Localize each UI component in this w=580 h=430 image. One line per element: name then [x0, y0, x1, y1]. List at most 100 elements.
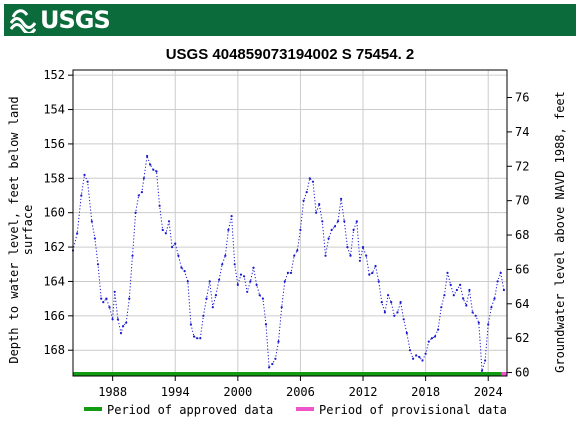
- data-point: [158, 204, 161, 207]
- data-point: [274, 357, 277, 360]
- data-point: [333, 225, 336, 228]
- chart-title: USGS 404859073194002 S 75454. 2: [166, 46, 415, 63]
- data-point: [396, 311, 399, 314]
- data-point: [280, 306, 283, 309]
- data-point: [340, 197, 343, 200]
- left-tick-label-152: 152: [43, 68, 65, 82]
- right-tick-label-64: 64: [515, 297, 529, 311]
- data-point: [408, 349, 412, 352]
- data-point: [186, 280, 189, 283]
- data-point: [205, 297, 208, 300]
- data-period-bands: [73, 372, 507, 376]
- data-point: [302, 199, 305, 202]
- right-y-axis: 60 62 64 66 68 70 72 74 76: [507, 91, 529, 380]
- data-point: [427, 340, 430, 343]
- data-point: [261, 297, 264, 300]
- data-point: [477, 321, 480, 324]
- left-tick-label-162: 162: [43, 240, 65, 254]
- data-point: [221, 263, 224, 266]
- data-point: [374, 264, 377, 268]
- legend-provisional-label: Period of provisional data: [319, 403, 507, 417]
- data-point: [111, 318, 114, 321]
- data-point: [496, 280, 499, 283]
- x-tick-label-2000: 2000: [223, 385, 252, 399]
- data-point: [258, 294, 261, 297]
- data-point: [487, 323, 490, 326]
- x-tick-label-1988: 1988: [98, 385, 127, 399]
- right-tick-label-74: 74: [515, 125, 529, 139]
- x-tick-label-2012: 2012: [349, 385, 378, 399]
- legend-provisional-swatch: [296, 407, 314, 411]
- data-point: [324, 254, 327, 257]
- provisional-period-band: [501, 372, 507, 376]
- data-point: [321, 220, 324, 223]
- data-point: [264, 323, 268, 326]
- data-point: [105, 297, 108, 300]
- data-point: [437, 328, 440, 331]
- data-point: [343, 220, 346, 223]
- data-point: [116, 318, 119, 321]
- usgs-logo: USGS: [10, 6, 111, 34]
- data-point: [76, 232, 79, 235]
- data-point: [465, 304, 468, 307]
- data-point: [283, 280, 286, 283]
- data-point: [192, 335, 196, 338]
- data-point: [387, 294, 390, 297]
- data-point: [484, 359, 487, 362]
- data-point: [468, 288, 471, 292]
- series-line-0: [72, 155, 505, 371]
- data-point: [161, 228, 164, 231]
- x-tick-label-1994: 1994: [161, 385, 190, 399]
- data-point: [499, 271, 502, 274]
- data-point: [243, 275, 246, 278]
- data-point: [180, 266, 183, 269]
- data-point: [383, 311, 386, 314]
- data-point: [380, 301, 383, 304]
- data-point: [308, 177, 311, 180]
- data-point: [355, 220, 358, 223]
- data-point: [286, 271, 289, 274]
- data-point: [218, 278, 221, 281]
- data-point: [152, 168, 155, 171]
- chart-grid: [73, 70, 507, 376]
- data-point: [196, 337, 199, 340]
- data-point: [493, 297, 496, 300]
- data-point: [86, 180, 89, 183]
- left-tick-label-156: 156: [43, 137, 65, 151]
- data-point: [122, 325, 125, 328]
- data-point: [446, 271, 449, 274]
- legend: Period of approved data Period of provis…: [84, 403, 507, 417]
- data-point: [90, 220, 93, 223]
- data-point: [208, 280, 211, 283]
- right-tick-label-60: 60: [515, 366, 529, 380]
- data-point: [480, 369, 484, 372]
- data-point: [233, 263, 236, 266]
- data-point: [315, 211, 318, 214]
- data-point: [236, 283, 239, 286]
- data-point: [318, 203, 321, 206]
- legend-approved-swatch: [84, 407, 102, 411]
- data-point: [368, 273, 371, 276]
- data-point: [405, 331, 408, 335]
- x-axis: 1988 1994 2000 2006 2012 2018 2024: [98, 376, 503, 399]
- data-point: [452, 294, 455, 297]
- data-point: [421, 359, 424, 362]
- x-tick-label-2018: 2018: [411, 385, 440, 399]
- data-point: [134, 211, 137, 214]
- data-point: [199, 337, 202, 340]
- data-point: [349, 254, 352, 257]
- data-point: [137, 194, 140, 197]
- data-point: [271, 362, 274, 366]
- data-point: [142, 177, 145, 180]
- data-point: [171, 246, 174, 249]
- plot-frame: [72, 69, 508, 377]
- left-tick-label-160: 160: [43, 206, 65, 220]
- data-point: [125, 321, 128, 324]
- data-point: [424, 352, 427, 355]
- data-point: [365, 254, 368, 257]
- data-point: [83, 173, 86, 176]
- data-point: [211, 306, 214, 309]
- left-tick-label-164: 164: [43, 274, 65, 288]
- right-tick-label-70: 70: [515, 194, 529, 208]
- data-point: [268, 366, 271, 369]
